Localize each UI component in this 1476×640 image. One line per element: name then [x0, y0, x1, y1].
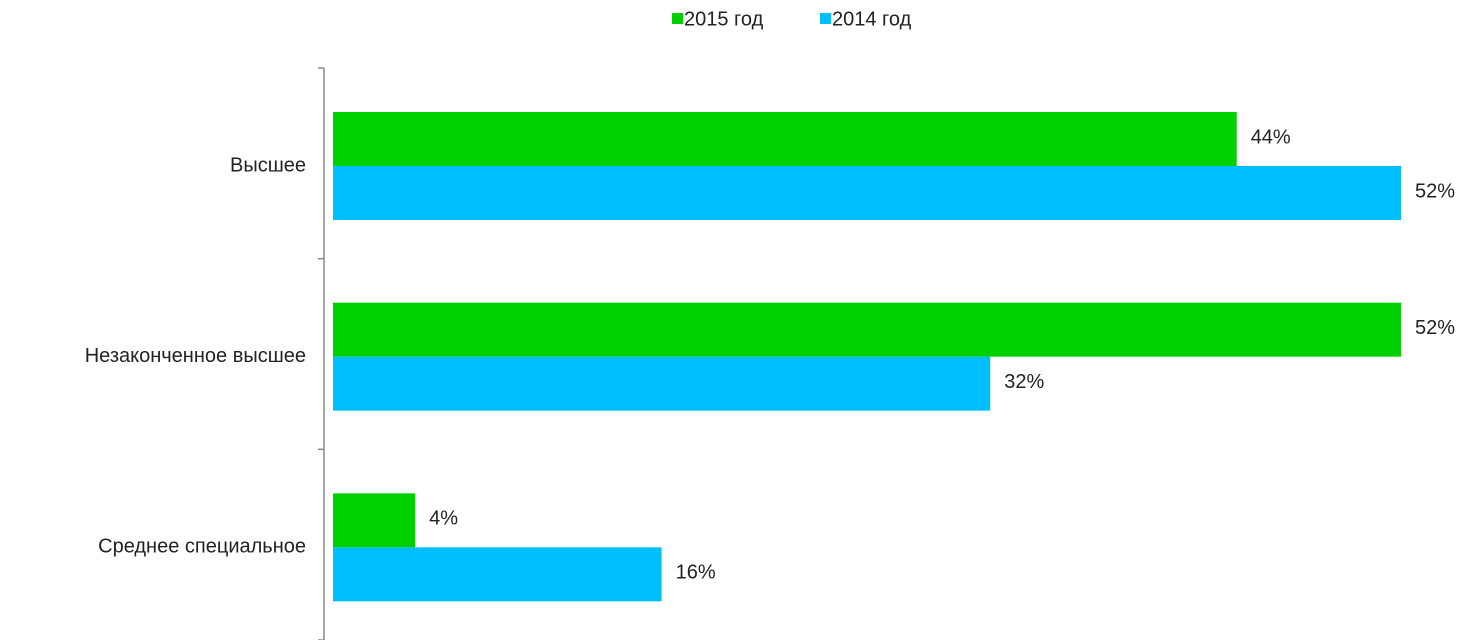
category-label: Высшее	[230, 154, 306, 176]
bar	[333, 356, 991, 411]
bar	[333, 493, 416, 548]
bar	[333, 302, 1401, 357]
value-label: 16%	[676, 562, 716, 584]
value-label: 44%	[1251, 126, 1291, 148]
legend-swatch	[672, 13, 683, 24]
value-label: 32%	[1004, 371, 1044, 393]
bar	[333, 166, 1401, 220]
legend-swatch	[820, 13, 831, 24]
value-label: 52%	[1415, 180, 1455, 202]
bar	[333, 112, 1237, 166]
category-label: Незаконченное высшее	[85, 345, 306, 367]
category-label: Среднее специальное	[98, 536, 306, 558]
value-label: 4%	[429, 508, 458, 530]
legend-label: 2014 год	[832, 8, 912, 30]
legend-label: 2015 год	[684, 8, 764, 30]
bar	[333, 547, 662, 602]
value-label: 52%	[1415, 317, 1455, 339]
